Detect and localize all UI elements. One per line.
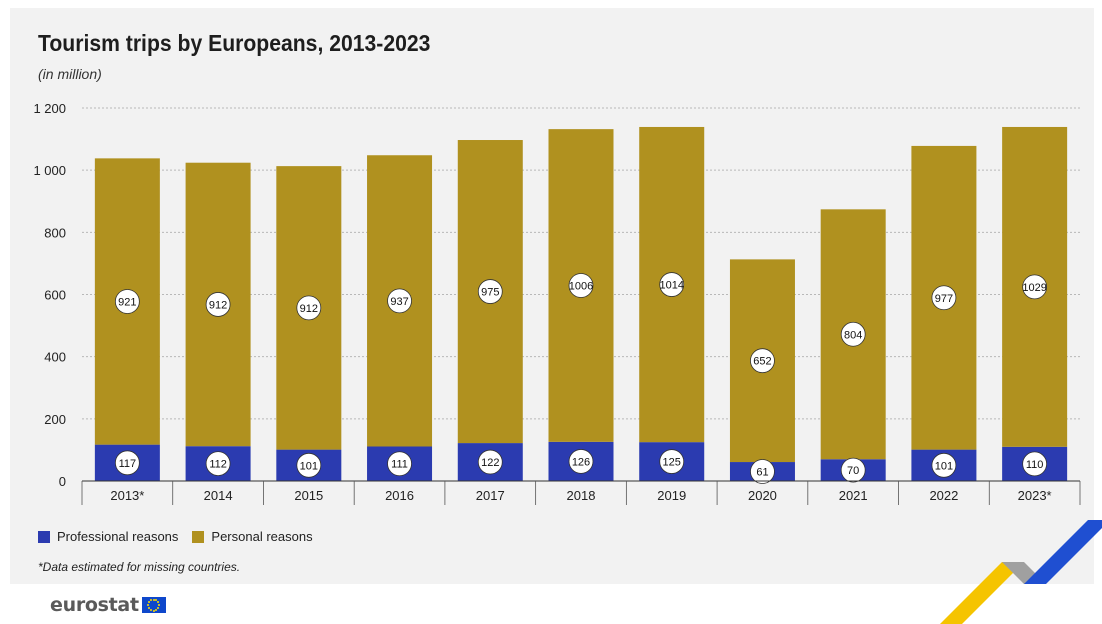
x-tick-label: 2017 [476,488,505,503]
data-label-bubble [296,452,322,478]
x-tick-label: 2020 [748,488,777,503]
data-label-bubble [296,295,322,321]
data-label-bubble [840,321,866,347]
data-label-bubble [750,348,775,374]
x-tick-label: 2015 [294,488,323,503]
data-label-bubble [931,452,957,478]
flag-star [147,606,150,609]
data-label-personal: 937 [390,296,408,308]
x-tick-label: 2019 [657,488,686,503]
flag-star [147,604,150,606]
legend-item-personal: Personal reasons [192,529,313,544]
legend-label-personal: Personal reasons [211,529,313,544]
data-label-personal: 977 [935,293,953,305]
data-label-personal: 1014 [659,280,683,292]
data-label-personal: 912 [300,303,318,315]
swoosh-yellow [940,562,1024,624]
data-label-bubble [750,459,775,484]
decorative-swoosh [940,520,1102,624]
legend: Professional reasons Personal reasons [38,529,313,544]
data-label-professional: 110 [1026,459,1044,471]
flag-star [152,609,155,612]
data-label-professional: 70 [847,465,859,477]
x-tick-label: 2021 [839,488,868,503]
data-label-bubble [840,457,866,483]
data-label-bubble [931,285,957,311]
y-tick-label: 1 200 [33,101,66,116]
x-tick-label: 2023* [1018,488,1052,503]
data-label-bubble [387,288,412,314]
data-label-bubble [659,449,685,474]
x-tick-label: 2018 [567,488,596,503]
data-label-professional: 125 [663,457,681,469]
data-label-bubble [477,449,503,475]
data-label-professional: 126 [572,456,590,468]
y-tick-label: 200 [44,412,66,427]
y-tick-label: 800 [44,225,66,240]
eu-flag-icon [141,597,166,613]
flag-star [155,608,158,611]
data-label-personal: 804 [844,329,862,341]
data-label-personal: 652 [753,356,771,368]
y-tick-label: 400 [44,350,66,365]
data-label-bubble [114,289,140,314]
data-label-professional: 101 [935,460,953,472]
legend-swatch-professional [38,530,50,543]
flag-star [147,601,150,604]
eurostat-logo: eurostat [50,594,166,616]
legend-label-professional: Professional reasons [57,529,179,544]
legend-item-professional: Professional reasons [38,529,178,544]
x-tick-label: 2022 [929,488,958,503]
data-label-professional: 112 [209,459,227,471]
flag-star [149,599,152,602]
flag-star [155,599,158,602]
data-label-bubble [387,451,412,477]
data-label-personal: 975 [481,287,499,299]
x-tick-label: 2013* [110,488,144,503]
swoosh-blue [1024,520,1102,584]
data-label-bubble [114,450,140,476]
legend-swatch-personal [192,530,205,543]
data-label-personal: 1006 [569,280,593,292]
data-label-personal: 921 [118,296,136,308]
footnote: *Data estimated for missing countries. [38,560,241,574]
data-label-professional: 101 [300,460,318,472]
data-label-professional: 61 [756,467,768,479]
flag-star [157,601,160,604]
flag-star [152,598,155,601]
data-label-bubble [205,451,231,476]
data-label-professional: 117 [119,458,137,470]
data-label-personal: 1029 [1022,282,1046,294]
logo-text: eurostat [50,594,139,616]
data-label-personal: 912 [209,299,227,311]
y-tick-label: 0 [59,474,66,489]
x-tick-label: 2016 [385,488,414,503]
x-tick-label: 2014 [204,488,233,503]
y-tick-label: 1 000 [33,163,66,178]
data-label-bubble [1022,451,1048,477]
data-label-bubble [477,279,503,304]
flag-star [158,604,161,606]
data-label-professional: 122 [481,457,499,469]
data-label-bubble [659,272,685,297]
chart-title: Tourism trips by Europeans, 2013-2023 [38,30,431,56]
data-label-bubble [568,449,594,474]
flag-star [157,606,160,609]
data-label-professional: 111 [391,459,408,471]
data-label-bubble [1022,274,1048,300]
data-label-bubble [568,273,594,298]
data-label-bubble [205,292,231,317]
y-tick-label: 600 [44,288,66,303]
chart-subtitle: (in million) [38,66,102,82]
flag-star [149,608,152,611]
